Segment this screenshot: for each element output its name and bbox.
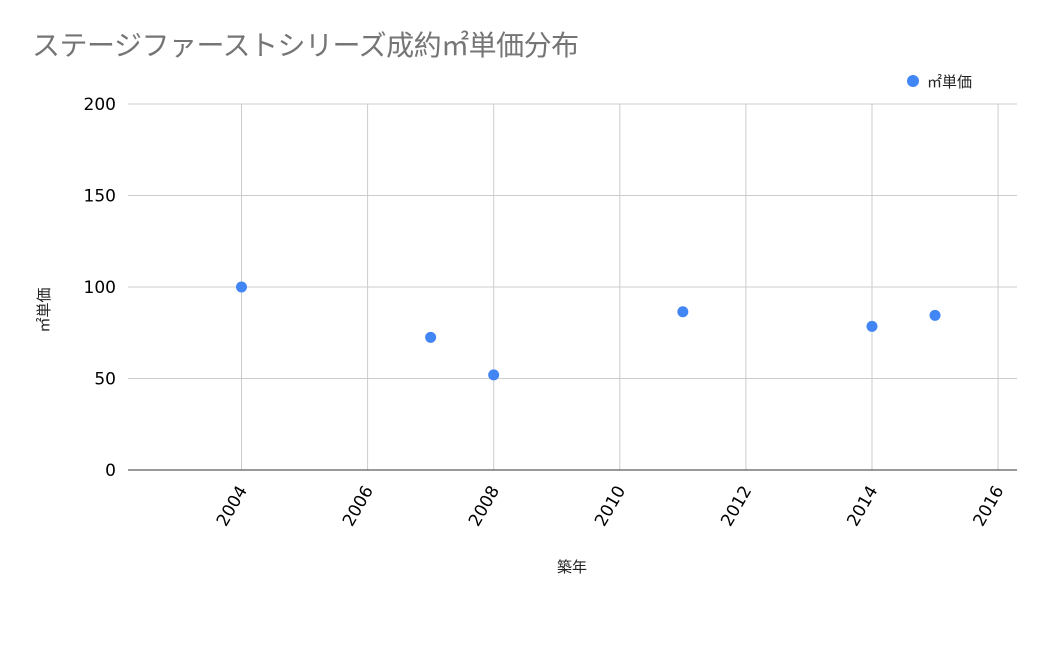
- x-tick-label: 2006: [339, 483, 378, 530]
- y-tick-label: 50: [94, 370, 116, 390]
- legend-label: ㎡単価: [927, 72, 973, 91]
- chart-title: ステージファーストシリーズ成約㎡単価分布: [32, 29, 579, 62]
- data-point: [866, 320, 878, 332]
- y-axis-title: ㎡単価: [35, 287, 53, 332]
- y-tick-label: 150: [84, 187, 116, 207]
- x-tick-label: 2004: [213, 483, 252, 530]
- legend-marker-icon: [907, 75, 919, 87]
- data-point: [425, 331, 437, 343]
- x-tick-label: 2014: [843, 483, 882, 530]
- data-point: [235, 281, 247, 293]
- data-point: [488, 369, 500, 381]
- grid-lines: [128, 103, 1017, 470]
- x-axis-title: 築年: [557, 558, 587, 576]
- y-tick-label: 0: [105, 461, 116, 481]
- x-tick-label: 2012: [717, 483, 756, 530]
- data-point: [677, 306, 689, 318]
- tick-labels: 0 50 100 150 200 2004 2006 2008 2010 2012 2014 2016: [84, 95, 1009, 530]
- data-points: [235, 281, 941, 381]
- data-point: [929, 309, 941, 321]
- x-tick-label: 2008: [465, 483, 504, 530]
- y-tick-label: 100: [84, 278, 116, 298]
- x-tick-label: 2010: [591, 483, 630, 530]
- legend: ㎡単価: [907, 71, 972, 91]
- x-tick-label: 2016: [969, 483, 1008, 530]
- y-tick-label: 200: [84, 95, 116, 115]
